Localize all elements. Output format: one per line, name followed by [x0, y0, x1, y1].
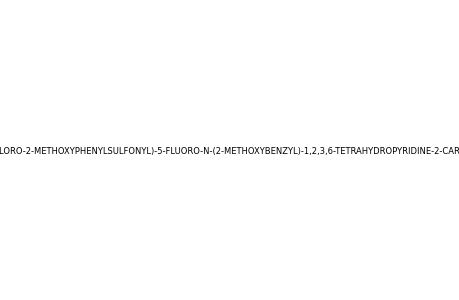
Text: 1-(5-CHLORO-2-METHOXYPHENYLSULFONYL)-5-FLUORO-N-(2-METHOXYBENZYL)-1,2,3,6-TETRAH: 1-(5-CHLORO-2-METHOXYPHENYLSULFONYL)-5-F…	[0, 147, 459, 156]
